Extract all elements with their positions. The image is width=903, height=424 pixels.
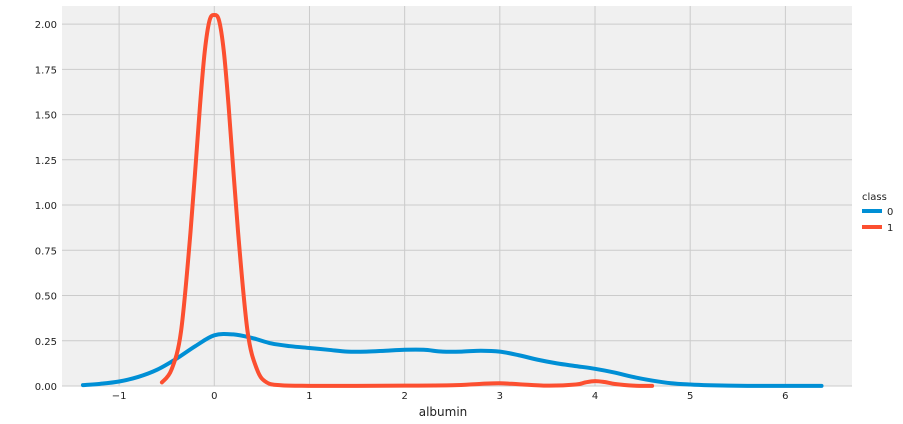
x-tick-label: −1 [112, 391, 127, 402]
y-tick-label: 1.00 [35, 201, 57, 212]
x-tick-label: 5 [687, 391, 693, 402]
x-axis-title: albumin [419, 405, 468, 419]
y-tick-label: 2.00 [35, 20, 57, 31]
legend-title: class [862, 192, 887, 203]
y-tick-label: 1.25 [35, 156, 57, 167]
legend-label-series-1: 1 [887, 223, 893, 234]
y-tick-label: 0.00 [35, 382, 57, 393]
grid-lines [62, 6, 852, 387]
x-tick-label: 4 [592, 391, 598, 402]
legend-label-series-0: 0 [887, 207, 893, 218]
x-tick-label: 1 [306, 391, 312, 402]
y-tick-label: 0.50 [35, 292, 57, 303]
series-line-1 [159, 13, 655, 388]
x-tick-label: 0 [211, 391, 217, 402]
series-line-0 [80, 331, 824, 388]
y-tick-label: 0.25 [35, 337, 57, 348]
y-tick-label: 1.75 [35, 65, 57, 76]
y-tick-label: 0.75 [35, 246, 57, 257]
y-tick-label: 1.50 [35, 111, 57, 122]
x-tick-label: 3 [497, 391, 503, 402]
legend: class 0 1 [862, 192, 893, 234]
series-lines [80, 13, 824, 388]
x-tick-label: 2 [401, 391, 407, 402]
tick-labels: −1 0 1 2 3 4 5 6 0.00 0.25 0.50 0.75 1.00 1.25 1.50 1.7… [35, 20, 789, 402]
x-tick-label: 6 [782, 391, 788, 402]
